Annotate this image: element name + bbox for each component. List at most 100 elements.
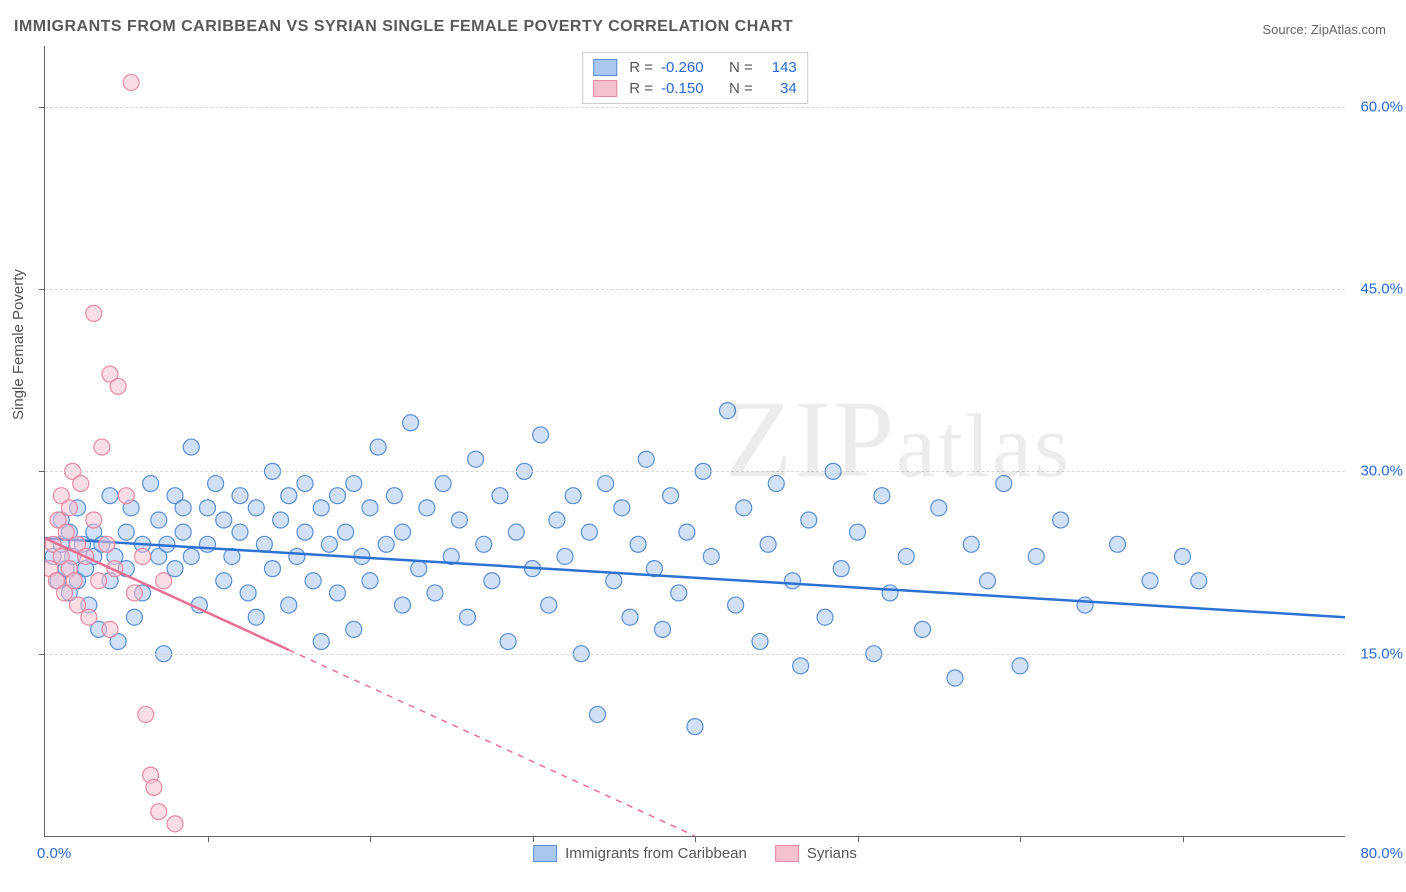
scatter-point	[720, 403, 736, 419]
scatter-point	[86, 512, 102, 528]
scatter-point	[66, 573, 82, 589]
x-tick-mark	[695, 836, 696, 842]
scatter-point	[248, 500, 264, 516]
x-tick-mark	[208, 836, 209, 842]
scatter-point	[565, 488, 581, 504]
scatter-point	[703, 548, 719, 564]
scatter-point	[427, 585, 443, 601]
stat-r-label: R =	[629, 80, 653, 97]
scatter-point	[138, 706, 154, 722]
scatter-point	[931, 500, 947, 516]
source-prefix: Source:	[1262, 22, 1310, 37]
scatter-point	[411, 561, 427, 577]
scatter-point	[1012, 658, 1028, 674]
y-tick-label: 45.0%	[1360, 281, 1403, 298]
scatter-point	[655, 621, 671, 637]
scatter-point	[549, 512, 565, 528]
gridline-h	[45, 654, 1345, 655]
legend-swatch	[533, 845, 557, 862]
scatter-point	[638, 451, 654, 467]
gridline-h	[45, 289, 1345, 290]
stats-legend-row: R =-0.260N =143	[593, 57, 797, 78]
stats-legend-row: R =-0.150N =34	[593, 78, 797, 99]
scatter-point	[167, 816, 183, 832]
scatter-point	[167, 561, 183, 577]
scatter-point	[915, 621, 931, 637]
scatter-point	[533, 427, 549, 443]
stat-n-label: N =	[729, 59, 753, 76]
scatter-point	[289, 548, 305, 564]
legend-swatch	[775, 845, 799, 862]
scatter-point	[1175, 548, 1191, 564]
scatter-point	[200, 500, 216, 516]
scatter-point	[216, 573, 232, 589]
scatter-point	[183, 548, 199, 564]
scatter-point	[151, 512, 167, 528]
scatter-point	[736, 500, 752, 516]
scatter-point	[996, 476, 1012, 492]
scatter-point	[622, 609, 638, 625]
x-tick-mark	[1020, 836, 1021, 842]
scatter-point	[760, 536, 776, 552]
stat-n-label: N =	[729, 80, 753, 97]
scatter-point	[58, 524, 74, 540]
scatter-point	[598, 476, 614, 492]
scatter-point	[297, 476, 313, 492]
plot-area: ZIPatlas R =-0.260N =143R =-0.150N =34 I…	[44, 46, 1345, 837]
scatter-point	[110, 378, 126, 394]
legend-swatch	[593, 80, 617, 97]
scatter-point	[817, 609, 833, 625]
scatter-point	[362, 573, 378, 589]
scatter-point	[200, 536, 216, 552]
scatter-point	[476, 536, 492, 552]
scatter-point	[126, 609, 142, 625]
scatter-point	[118, 488, 134, 504]
y-tick-mark	[39, 107, 45, 108]
x-tick-mark	[370, 836, 371, 842]
scatter-point	[663, 488, 679, 504]
scatter-point	[581, 524, 597, 540]
scatter-point	[1028, 548, 1044, 564]
stat-n-value: 143	[761, 59, 797, 76]
scatter-point	[687, 719, 703, 735]
scatter-point	[785, 573, 801, 589]
series-legend: Immigrants from CaribbeanSyrians	[533, 845, 857, 862]
y-tick-mark	[39, 471, 45, 472]
scatter-point	[874, 488, 890, 504]
y-tick-mark	[39, 289, 45, 290]
y-tick-label: 15.0%	[1360, 645, 1403, 662]
scatter-point	[947, 670, 963, 686]
scatter-point	[240, 585, 256, 601]
scatter-point	[801, 512, 817, 528]
scatter-point	[500, 634, 516, 650]
chart-title: IMMIGRANTS FROM CARIBBEAN VS SYRIAN SING…	[14, 18, 793, 36]
scatter-point	[484, 573, 500, 589]
scatter-point	[321, 536, 337, 552]
scatter-point	[460, 609, 476, 625]
scatter-point	[980, 573, 996, 589]
scatter-point	[1142, 573, 1158, 589]
scatter-point	[1077, 597, 1093, 613]
scatter-point	[614, 500, 630, 516]
scatter-point	[882, 585, 898, 601]
scatter-point	[793, 658, 809, 674]
scatter-point	[175, 524, 191, 540]
x-tick-mark	[533, 836, 534, 842]
scatter-point	[1191, 573, 1207, 589]
source-name: ZipAtlas.com	[1311, 22, 1386, 37]
scatter-point	[81, 609, 97, 625]
gridline-h	[45, 471, 1345, 472]
scatter-point	[403, 415, 419, 431]
scatter-point	[346, 621, 362, 637]
scatter-point	[346, 476, 362, 492]
scatter-point	[671, 585, 687, 601]
gridline-h	[45, 107, 1345, 108]
series-legend-item: Syrians	[775, 845, 857, 862]
y-tick-label: 30.0%	[1360, 463, 1403, 480]
scatter-point	[833, 561, 849, 577]
scatter-point	[123, 74, 139, 90]
scatter-point	[435, 476, 451, 492]
scatter-point	[232, 488, 248, 504]
scatter-point	[590, 706, 606, 722]
scatter-point	[297, 524, 313, 540]
